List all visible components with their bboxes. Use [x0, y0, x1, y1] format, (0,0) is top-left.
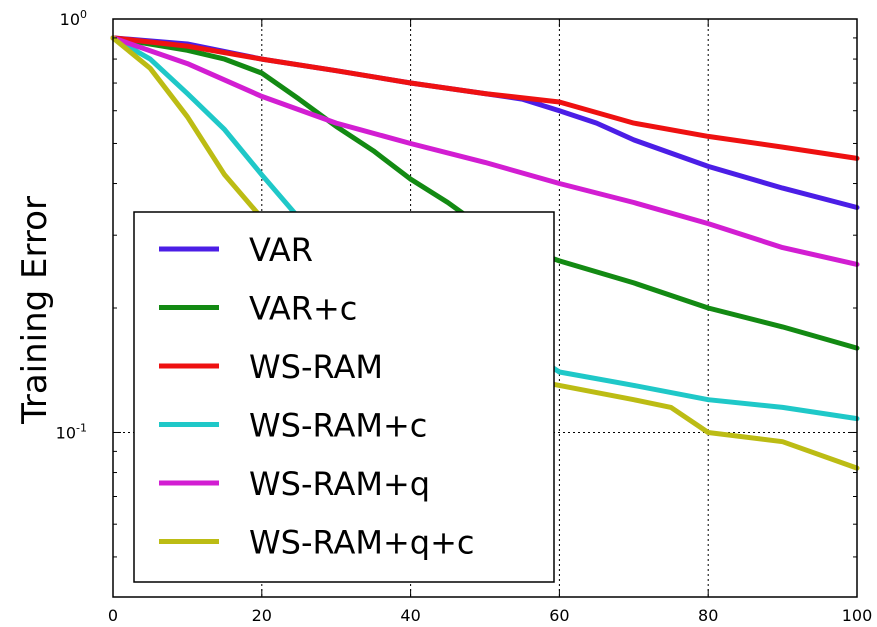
- y-tick-exponent: 0: [80, 8, 87, 21]
- x-tick-label: 0: [108, 606, 118, 625]
- series-line-1: [110, 35, 860, 210]
- series-line-2: [110, 35, 860, 351]
- y-tick-exponent: -1: [76, 421, 87, 434]
- x-tick-label: 80: [698, 606, 718, 625]
- series-line-3: [110, 35, 860, 161]
- x-tick-label: 60: [549, 606, 569, 625]
- legend-label-6: WS-RAM+q+c: [249, 524, 474, 562]
- y-tick-label: 100: [60, 8, 87, 29]
- legend-label-2: VAR+c: [249, 290, 357, 328]
- legend-box: [133, 211, 555, 583]
- x-tick-label: 100: [842, 606, 873, 625]
- series-line-5: [110, 35, 860, 267]
- y-axis-label: Training Error: [15, 196, 55, 425]
- legend-label-4: WS-RAM+c: [249, 407, 427, 445]
- x-tick-label: 20: [252, 606, 272, 625]
- x-tick-label: 40: [400, 606, 420, 625]
- legend: VAR VAR+c WS-RAM WS-RAM+c WS-RAM+q WS-RAM+q+c: [133, 211, 555, 583]
- legend-label-1: VAR: [249, 231, 313, 269]
- legend-label-5: WS-RAM+q: [249, 465, 430, 503]
- legend-label-3: WS-RAM: [249, 348, 383, 386]
- y-tick-label: 10-1: [56, 421, 87, 442]
